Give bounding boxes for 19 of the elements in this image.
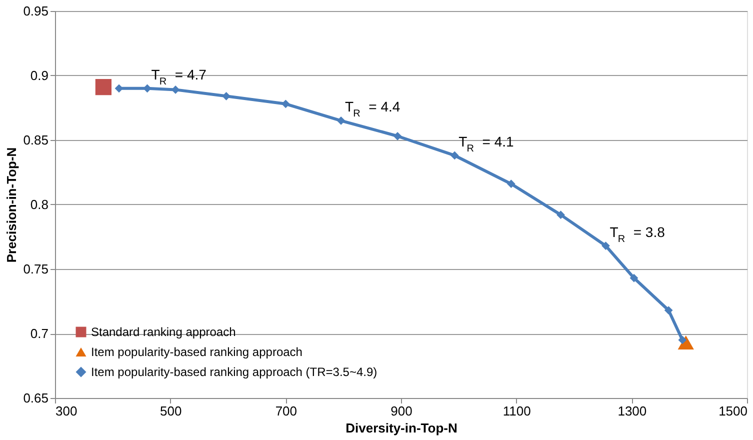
y-axis-title: Precision-in-Top-N	[4, 147, 20, 263]
y-tick-label: 0.9	[30, 68, 48, 83]
y-tick-label: 0.85	[23, 132, 48, 148]
x-axis-title: Diversity-in-Top-N	[346, 420, 458, 436]
legend-label: Standard ranking approach	[91, 325, 236, 339]
y-tick-label: 0.95	[23, 4, 48, 18]
x-tick-label: 1100	[502, 404, 531, 418]
x-tick-label: 300	[56, 404, 78, 418]
x-tick-label: 900	[390, 404, 412, 418]
x-tick-label: 1300	[618, 404, 647, 418]
x-tick-label: 700	[275, 404, 298, 418]
legend-label: Item popularity-based ranking approach	[91, 345, 302, 359]
y-tick-label: 0.75	[23, 262, 48, 276]
y-tick-label: 0.8	[30, 197, 48, 212]
y-tick-label: 0.65	[23, 390, 48, 406]
x-tick-label: 500	[160, 404, 182, 418]
x-tick-label: 1500	[718, 404, 748, 418]
legend-label: Item popularity-based ranking approach (TR=3.5~4.9)	[91, 365, 378, 379]
y-tick-label: 0.7	[30, 326, 48, 341]
